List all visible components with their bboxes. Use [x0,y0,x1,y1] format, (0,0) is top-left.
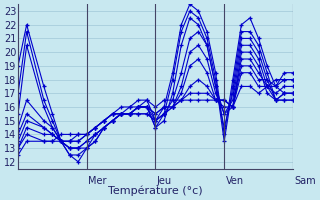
Text: Jeu: Jeu [157,176,172,186]
Text: Sam: Sam [294,176,316,186]
X-axis label: Température (°c): Température (°c) [108,185,203,196]
Text: Ven: Ven [226,176,244,186]
Text: Mer: Mer [88,176,107,186]
